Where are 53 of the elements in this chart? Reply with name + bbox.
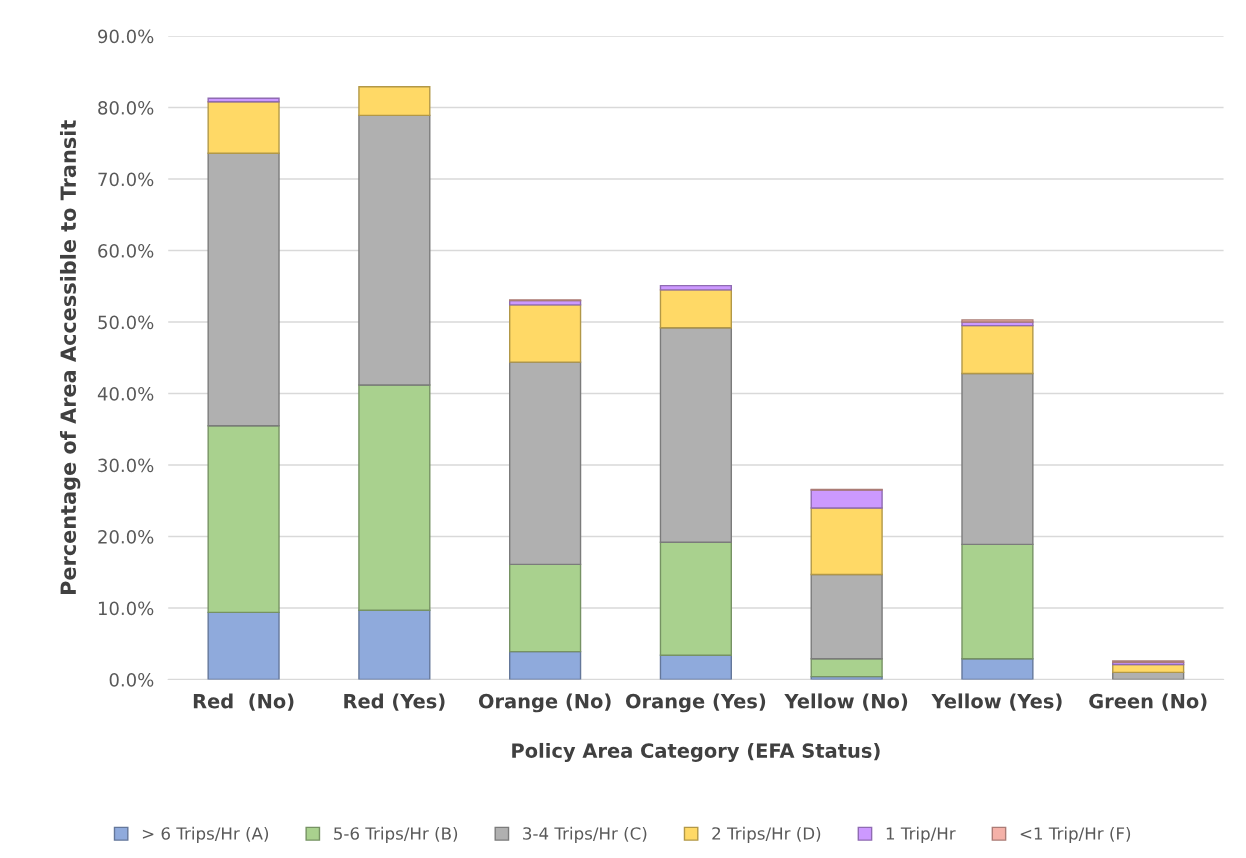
y-tick-label: 0.0%: [109, 673, 154, 687]
y-axis-title: Percentage of Area Accessible to Transit: [59, 120, 81, 594]
x-tick-label: Red (No): [193, 693, 294, 711]
x-tick-label: Red (Yes): [344, 693, 445, 711]
legend-label: 3-4 Trips/Hr (C): [523, 826, 647, 843]
bar: [659, 289, 733, 329]
x-tick-label: Yellow (Yes): [931, 693, 1062, 711]
bar: [508, 299, 582, 306]
bar: [810, 489, 883, 509]
bar: [961, 324, 1034, 375]
x-tick-label: Orange (Yes): [625, 693, 766, 713]
bar: [659, 654, 733, 680]
bar: [358, 609, 431, 680]
bar: [207, 101, 280, 154]
bar: [659, 541, 733, 656]
y-tick-label: 10.0%: [98, 601, 154, 616]
bar: [659, 327, 733, 543]
y-tick-label: 50.0%: [98, 315, 154, 330]
bar: [961, 372, 1034, 546]
y-tick-label: 20.0%: [98, 530, 154, 544]
bar: [358, 114, 431, 386]
legend-label: > 6 Trips/Hr (A): [142, 826, 269, 843]
bar: [810, 507, 883, 576]
y-tick-label: 30.0%: [98, 458, 154, 473]
y-tick-label: 60.0%: [98, 244, 154, 258]
bar: [207, 425, 280, 614]
bar: [659, 284, 733, 291]
y-tick-label: 40.0%: [97, 387, 154, 401]
bar: [810, 658, 883, 678]
x-tick-label: Yellow (No): [784, 693, 908, 711]
bar: [358, 384, 431, 611]
bar: [961, 543, 1034, 660]
bar: [508, 304, 582, 363]
bar: [508, 650, 582, 680]
y-tick-label: 90.0%: [98, 29, 154, 44]
bar: [207, 97, 280, 103]
y-tick-label: 70.0%: [98, 172, 154, 187]
bar: [810, 573, 883, 660]
bar: [207, 611, 280, 680]
y-tick-label: 80.0%: [98, 101, 154, 115]
legend-label: 2 Trips/Hr (D): [712, 826, 821, 843]
x-axis-title: Policy Area Category (EFA Status): [512, 742, 880, 762]
x-tick-label: Orange (No): [478, 693, 611, 713]
bar: [961, 319, 1034, 323]
x-tick-label: Green (No): [1089, 693, 1207, 711]
legend-label: 5-6 Trips/Hr (B): [334, 826, 458, 843]
bar: [508, 563, 582, 653]
bar: [961, 658, 1034, 680]
bar: [358, 86, 431, 117]
bar: [508, 361, 582, 566]
bar: [207, 152, 280, 427]
legend-label: <1 Trip/Hr (F): [1020, 826, 1131, 843]
legend-label: 1 Trip/Hr: [886, 826, 956, 843]
